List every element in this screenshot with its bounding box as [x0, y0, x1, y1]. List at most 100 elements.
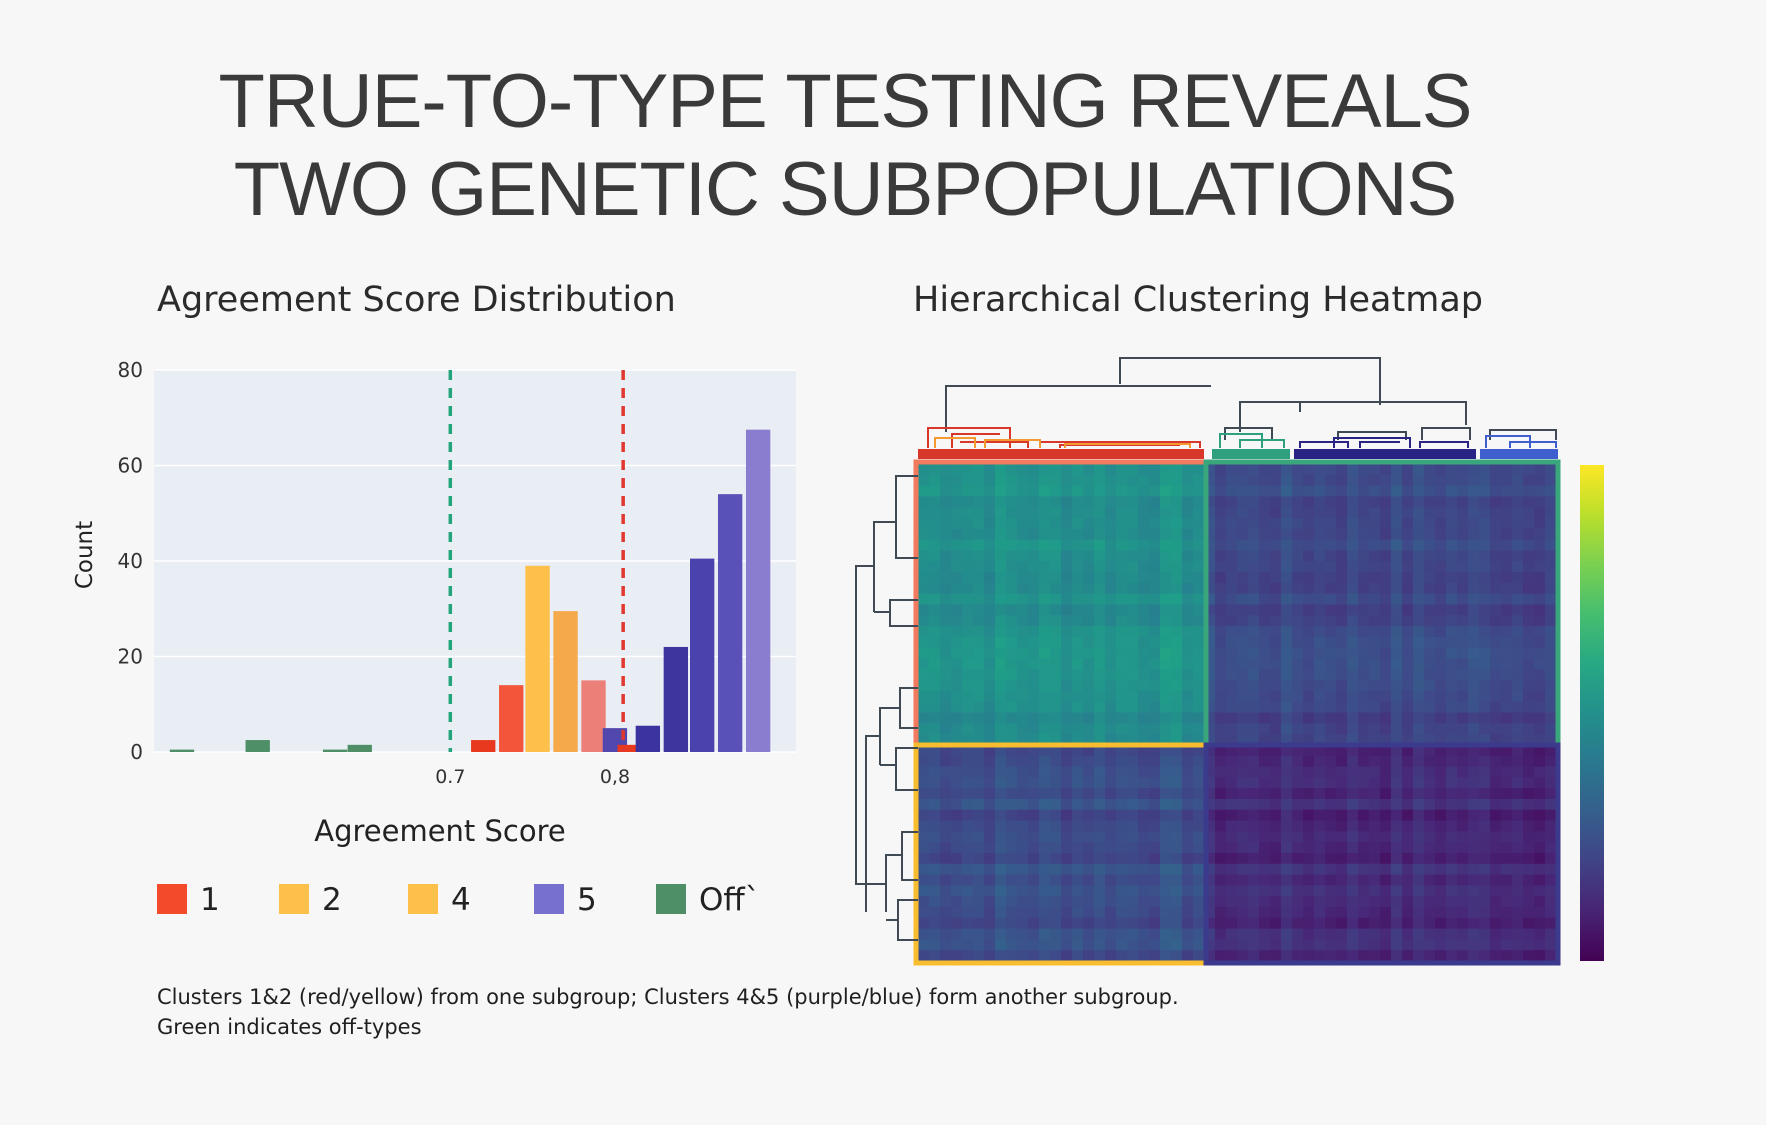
heatmap-cell: [1347, 874, 1359, 886]
heatmap-cell: [1347, 528, 1359, 541]
dendrogram-branch: [873, 521, 896, 612]
heatmap-cell: [1314, 474, 1326, 487]
heatmap-cell: [1523, 680, 1535, 692]
heatmap-cell: [1237, 626, 1249, 638]
title-line-1: TRUE-TO-TYPE TESTING REVEALS: [218, 59, 1473, 144]
heatmap-cell: [1391, 820, 1403, 832]
heatmap-cell: [1160, 874, 1172, 886]
heatmap-cell: [1358, 950, 1370, 962]
heatmap-cell: [1336, 593, 1348, 606]
heatmap-cell: [1380, 744, 1392, 757]
heatmap-cell: [1138, 885, 1150, 897]
heatmap-cell: [1303, 788, 1315, 800]
heatmap-cell: [1490, 734, 1502, 746]
heatmap-cell: [1083, 550, 1095, 562]
heatmap-cell: [1160, 863, 1172, 876]
heatmap-cell: [1193, 561, 1205, 573]
heatmap-cell: [1248, 755, 1260, 768]
heatmap-cell: [1050, 863, 1062, 876]
heatmap-cell: [1534, 885, 1546, 897]
heatmap-cell: [1083, 658, 1095, 670]
heatmap-cell: [940, 474, 952, 487]
heatmap-cell: [1281, 539, 1293, 552]
heatmap-cell: [995, 874, 1007, 886]
heatmap-cell: [1325, 604, 1337, 616]
heatmap-cell: [1270, 582, 1282, 595]
heatmap-cell: [940, 701, 952, 714]
dendrogram-branch: [927, 427, 1011, 448]
heatmap-cell: [1270, 755, 1282, 768]
heatmap-cell: [1094, 604, 1106, 616]
heatmap-cell: [1083, 464, 1095, 476]
heatmap-cell: [1127, 874, 1139, 886]
heatmap-cell: [1182, 712, 1194, 724]
heatmap-cell: [1314, 885, 1326, 897]
heatmap-cell: [1149, 798, 1161, 811]
heatmap-cell: [1523, 842, 1535, 854]
heatmap-cell: [1501, 528, 1513, 541]
heatmap-cell: [1281, 744, 1293, 757]
heatmap-cell: [1303, 798, 1315, 811]
heatmap-cell: [1369, 582, 1381, 595]
legend-swatch: [279, 884, 309, 914]
heatmap-cell: [1050, 885, 1062, 897]
heatmap-cell: [1534, 474, 1546, 487]
heatmap-cell: [1248, 658, 1260, 670]
dendrogram-branch: [1419, 441, 1469, 448]
heatmap-cell: [1028, 798, 1040, 811]
heatmap-cell: [1127, 561, 1139, 573]
heatmap-cell: [1017, 842, 1029, 854]
heatmap-cell: [1325, 528, 1337, 541]
heatmap-cell: [1545, 539, 1557, 552]
heatmap-cell: [1006, 474, 1018, 487]
heatmap-cell: [1435, 723, 1447, 735]
heatmap-cell: [984, 518, 996, 530]
heatmap-cell: [1512, 896, 1524, 908]
heatmap-cell: [1039, 485, 1051, 498]
heatmap-cell: [1479, 496, 1491, 508]
heatmap-cell: [1490, 798, 1502, 811]
heatmap-cell: [1523, 658, 1535, 670]
heatmap-cell: [1160, 647, 1172, 660]
heatmap-cell: [1490, 777, 1502, 789]
heatmap-cell: [1347, 507, 1359, 519]
heatmap-cell: [1215, 496, 1227, 508]
heatmap-cell: [1479, 874, 1491, 886]
heatmap-cell: [1512, 939, 1524, 951]
heatmap-cell: [1468, 874, 1480, 886]
heatmap-cell: [940, 939, 952, 951]
top-dendrogram-blue: [1485, 435, 1557, 448]
heatmap-cell: [1171, 626, 1183, 638]
heatmap-cell: [1501, 885, 1513, 897]
heatmap-cell: [1325, 744, 1337, 757]
heatmap-cell: [1402, 950, 1414, 962]
heatmap-cell: [1061, 928, 1073, 940]
heatmap-cell: [1061, 950, 1073, 962]
heatmap-cell: [1072, 896, 1084, 908]
heatmap-cell: [1182, 582, 1194, 595]
heatmap-cell: [1215, 582, 1227, 595]
heatmap-cell: [1127, 820, 1139, 832]
heatmap-cell: [1028, 755, 1040, 768]
heatmap-cell: [1292, 507, 1304, 519]
heatmap-cell: [1204, 950, 1216, 962]
column-cluster-bar: [918, 449, 1204, 459]
heatmap-cell: [1171, 777, 1183, 789]
heatmap-cell: [1270, 615, 1282, 627]
heatmap-cell: [1028, 917, 1040, 930]
heatmap-cell: [1413, 507, 1425, 519]
heatmap-cell: [984, 528, 996, 541]
heatmap-cell: [1028, 928, 1040, 940]
heatmap-cell: [1039, 777, 1051, 789]
heatmap-cell: [918, 755, 930, 768]
heatmap-cell: [1270, 820, 1282, 832]
heatmap-cell: [918, 820, 930, 832]
heatmap-cell: [1534, 539, 1546, 552]
heatmap-cell: [1259, 906, 1271, 919]
heatmap-cell: [1479, 507, 1491, 519]
heatmap-cell: [1314, 809, 1326, 822]
heatmap-cell: [1501, 669, 1513, 681]
heatmap-cell: [1501, 755, 1513, 768]
heatmap-cell: [1281, 863, 1293, 876]
heatmap-cell: [951, 852, 963, 865]
